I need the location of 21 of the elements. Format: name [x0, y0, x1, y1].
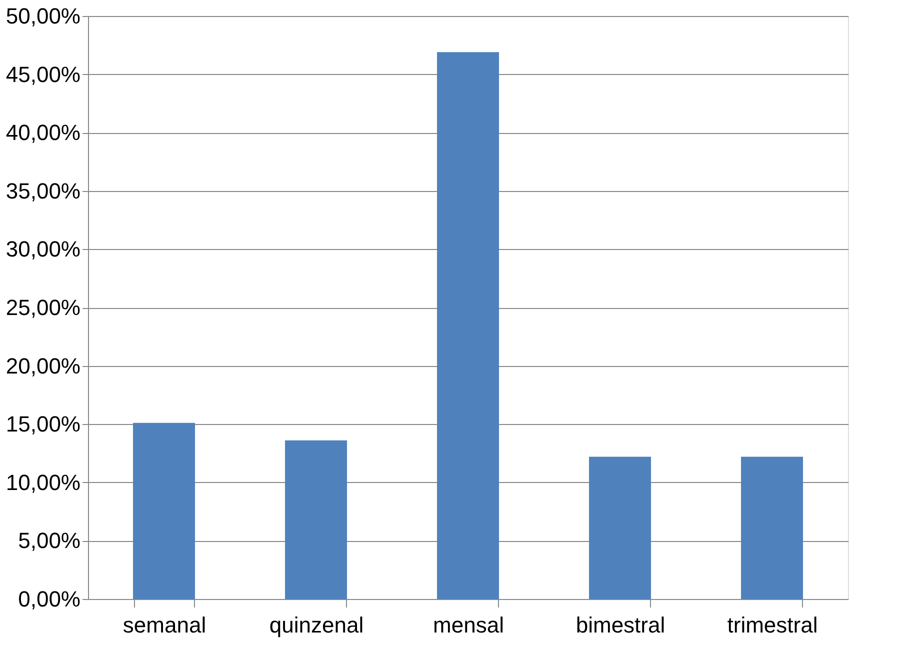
x-tick-label: semanal: [122, 612, 206, 638]
y-tick-label: 45,00%: [6, 62, 80, 87]
y-tick-label: 25,00%: [6, 295, 80, 320]
bar: [741, 456, 803, 599]
y-tick-label: 15,00%: [6, 412, 80, 437]
y-tick-label: 35,00%: [6, 178, 80, 204]
x-tick-label: mensal: [433, 612, 504, 638]
y-tick-label: 30,00%: [6, 236, 80, 262]
y-tick-label: 0,00%: [18, 586, 80, 612]
bar: [285, 440, 347, 599]
bar: [133, 422, 195, 599]
y-tick-label: 40,00%: [6, 120, 80, 146]
y-tick-label: 5,00%: [18, 528, 80, 554]
y-tick-label: 10,00%: [6, 470, 80, 495]
x-tick-label: trimestral: [727, 612, 818, 638]
x-tick-label: quinzenal: [269, 612, 364, 638]
y-tick-label: 50,00%: [6, 4, 80, 28]
bar: [437, 52, 499, 599]
bar: [589, 456, 651, 599]
y-tick-label: 20,00%: [6, 353, 80, 378]
x-tick-label: bimestral: [576, 612, 666, 638]
